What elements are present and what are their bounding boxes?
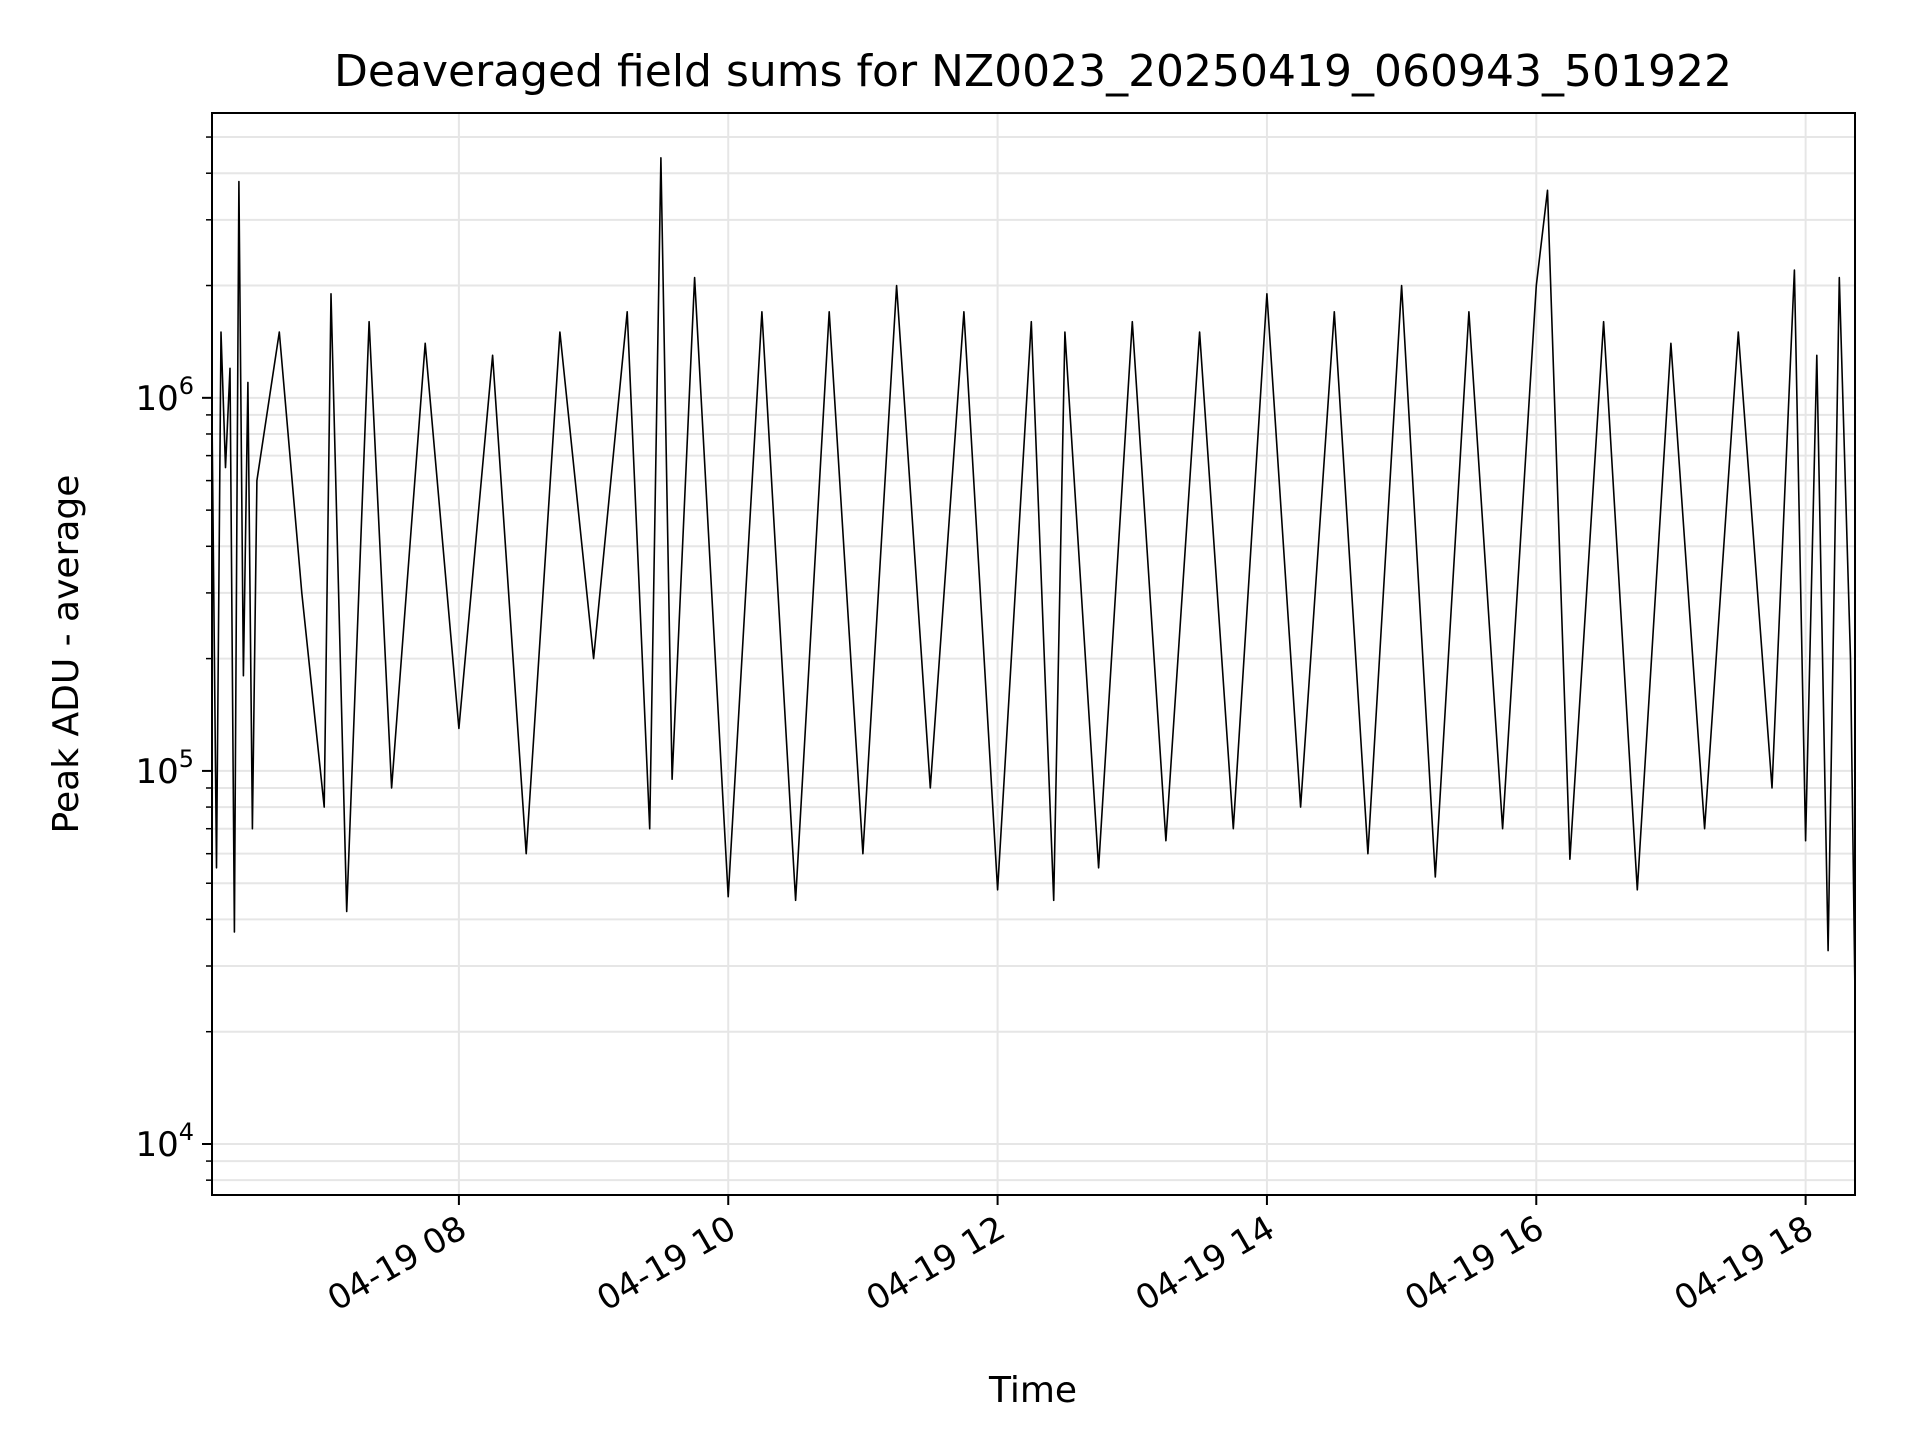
series-layer (211, 157, 1856, 996)
series-line (211, 157, 1856, 996)
y-axis-label: Peak ADU - average (46, 475, 87, 834)
x-axis-label: Time (988, 1370, 1077, 1411)
chart-title: Deaveraged field sums for NZ0023_2025041… (334, 46, 1732, 97)
y-tick-label: 105 (135, 745, 194, 792)
y-tick-label: 104 (135, 1118, 194, 1165)
y-tick-label: 106 (135, 372, 194, 419)
plot-frame (211, 112, 1856, 1196)
